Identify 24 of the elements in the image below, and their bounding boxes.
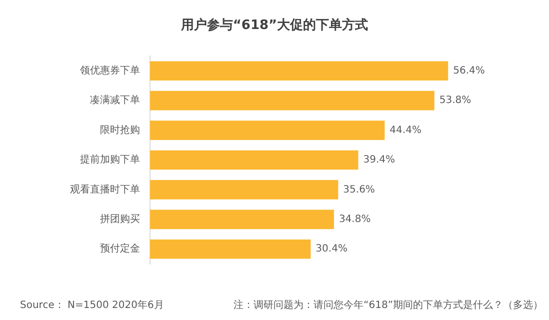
data-label: 34.8% bbox=[338, 214, 371, 226]
data-label: 56.4% bbox=[453, 65, 485, 76]
data-label: 44.4% bbox=[390, 124, 422, 136]
y-tick-label: 预付定金 bbox=[100, 242, 140, 255]
y-tick-label: 限时抢购 bbox=[100, 124, 140, 136]
data-label: 35.6% bbox=[343, 184, 375, 196]
y-tick-label: 凑满减下单 bbox=[90, 94, 140, 106]
bar bbox=[150, 120, 385, 140]
bar bbox=[150, 239, 311, 259]
bar bbox=[150, 90, 434, 110]
y-tick-label: 提前加购下单 bbox=[80, 154, 140, 166]
y-tick-label: 拼团购买 bbox=[100, 213, 140, 226]
y-tick-label: 观看直播时下单 bbox=[70, 183, 140, 196]
data-label: 39.4% bbox=[363, 154, 396, 166]
source-note: Source： N=1500 2020年6月 bbox=[20, 299, 164, 312]
bar bbox=[150, 150, 358, 170]
text: 注：调研问题为：请问您今年“618”期间的下单方式是什么？（多选） bbox=[234, 298, 543, 312]
bar bbox=[150, 180, 338, 200]
chart-title: 用户参与“618”大促的下单方式 bbox=[180, 16, 370, 34]
bar bbox=[150, 61, 448, 81]
data-label: 30.4% bbox=[316, 244, 348, 255]
y-tick-label: 领优惠券下单 bbox=[80, 64, 140, 76]
data-label: 53.8% bbox=[439, 95, 472, 106]
bar bbox=[150, 210, 334, 230]
